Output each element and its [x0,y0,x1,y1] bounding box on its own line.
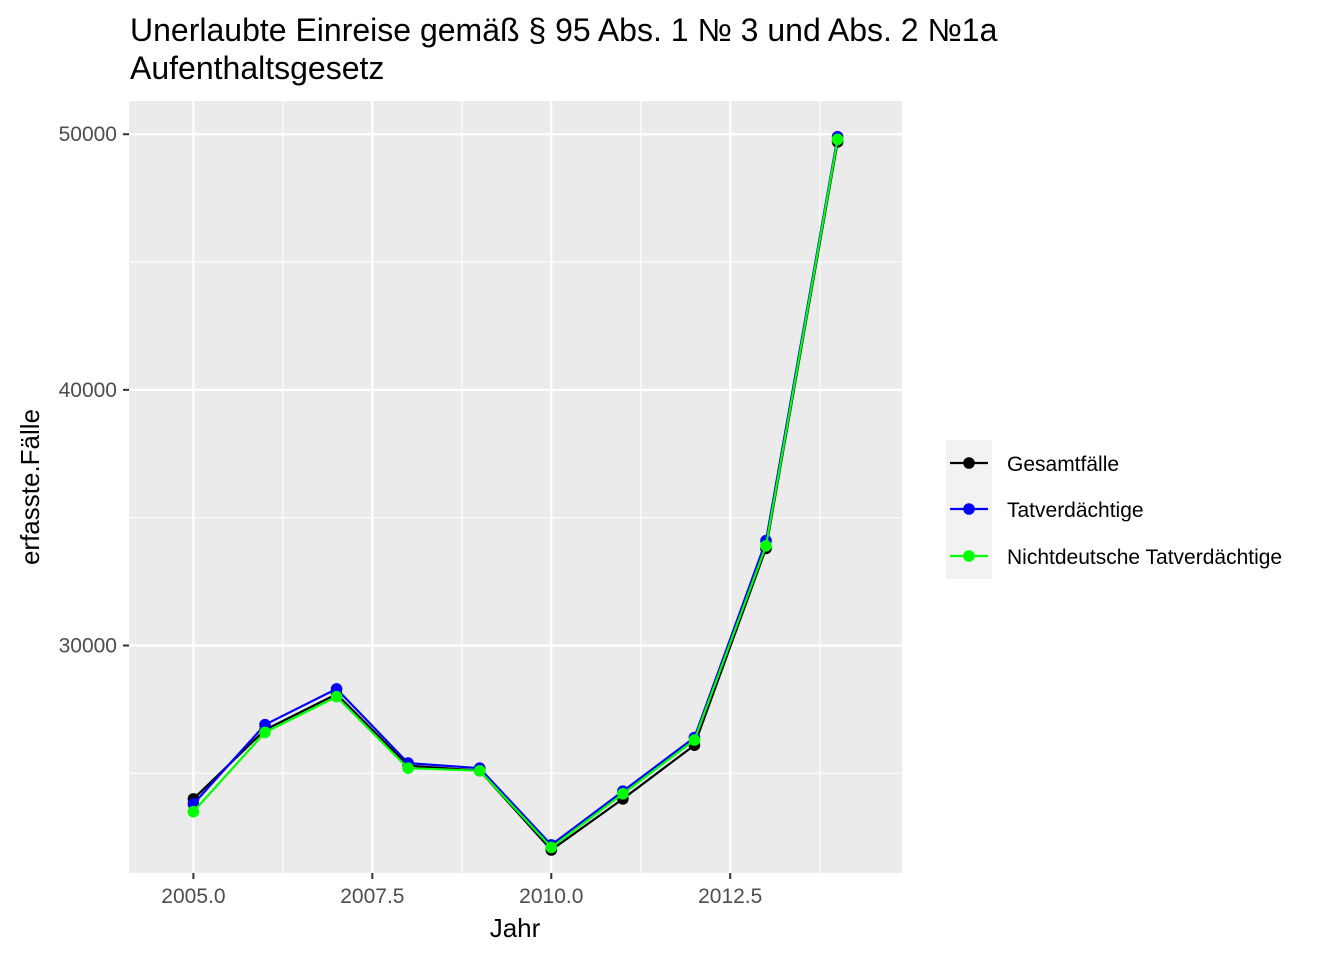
legend-label: Gesamtfälle [1007,453,1119,476]
y-axis-title: erfasste.Fälle [15,409,45,565]
major-gridlines [129,101,902,873]
legend-key-point [963,503,975,515]
data-point-series-3 [688,734,701,746]
series-layer [187,130,844,856]
plot-panel [129,101,902,873]
legend-label: Tatverdächtige [1007,499,1144,522]
chart-title-line-2: Aufenthaltsgesetz [130,50,384,86]
x-tick-label: 2005.0 [161,885,225,908]
data-point-series-3 [259,726,271,739]
data-point-series-3 [402,762,414,774]
series-line-2 [192,136,839,847]
data-point-series-3 [545,841,558,854]
x-tick-label: 2007.5 [340,885,404,908]
data-point-series-3 [760,539,772,552]
y-tick-label: 30000 [59,634,117,657]
legend: Gesamtfälle Tatverdächtige Nichtdeutsche T… [946,440,1282,579]
data-point-series-3 [473,764,486,777]
y-tick-label: 40000 [59,379,117,402]
data-point-series-3 [831,133,844,146]
minor-gridlines [129,101,902,873]
data-point-series-3 [187,805,200,818]
y-tick-labels: 30000 40000 50000 [59,123,117,657]
axis-ticks [123,133,732,879]
legend-label: Nichtdeutsche Tatverdächtige [1007,546,1282,569]
y-tick-label: 50000 [59,123,117,146]
x-tick-label: 2012.5 [698,885,762,908]
legend-key-point [963,550,975,562]
legend-key-point [963,457,975,469]
data-point-series-3 [330,690,343,703]
x-tick-label: 2010.0 [519,885,583,908]
data-point-series-3 [617,787,629,800]
chart-title-line-1: Unerlaubte Einreise gemäß § 95 Abs. 1 № … [130,12,998,48]
x-tick-labels: 2005.0 2007.5 2010.0 2012.5 [161,885,762,908]
series-line-3 [192,139,839,849]
x-axis-title: Jahr [490,913,541,943]
